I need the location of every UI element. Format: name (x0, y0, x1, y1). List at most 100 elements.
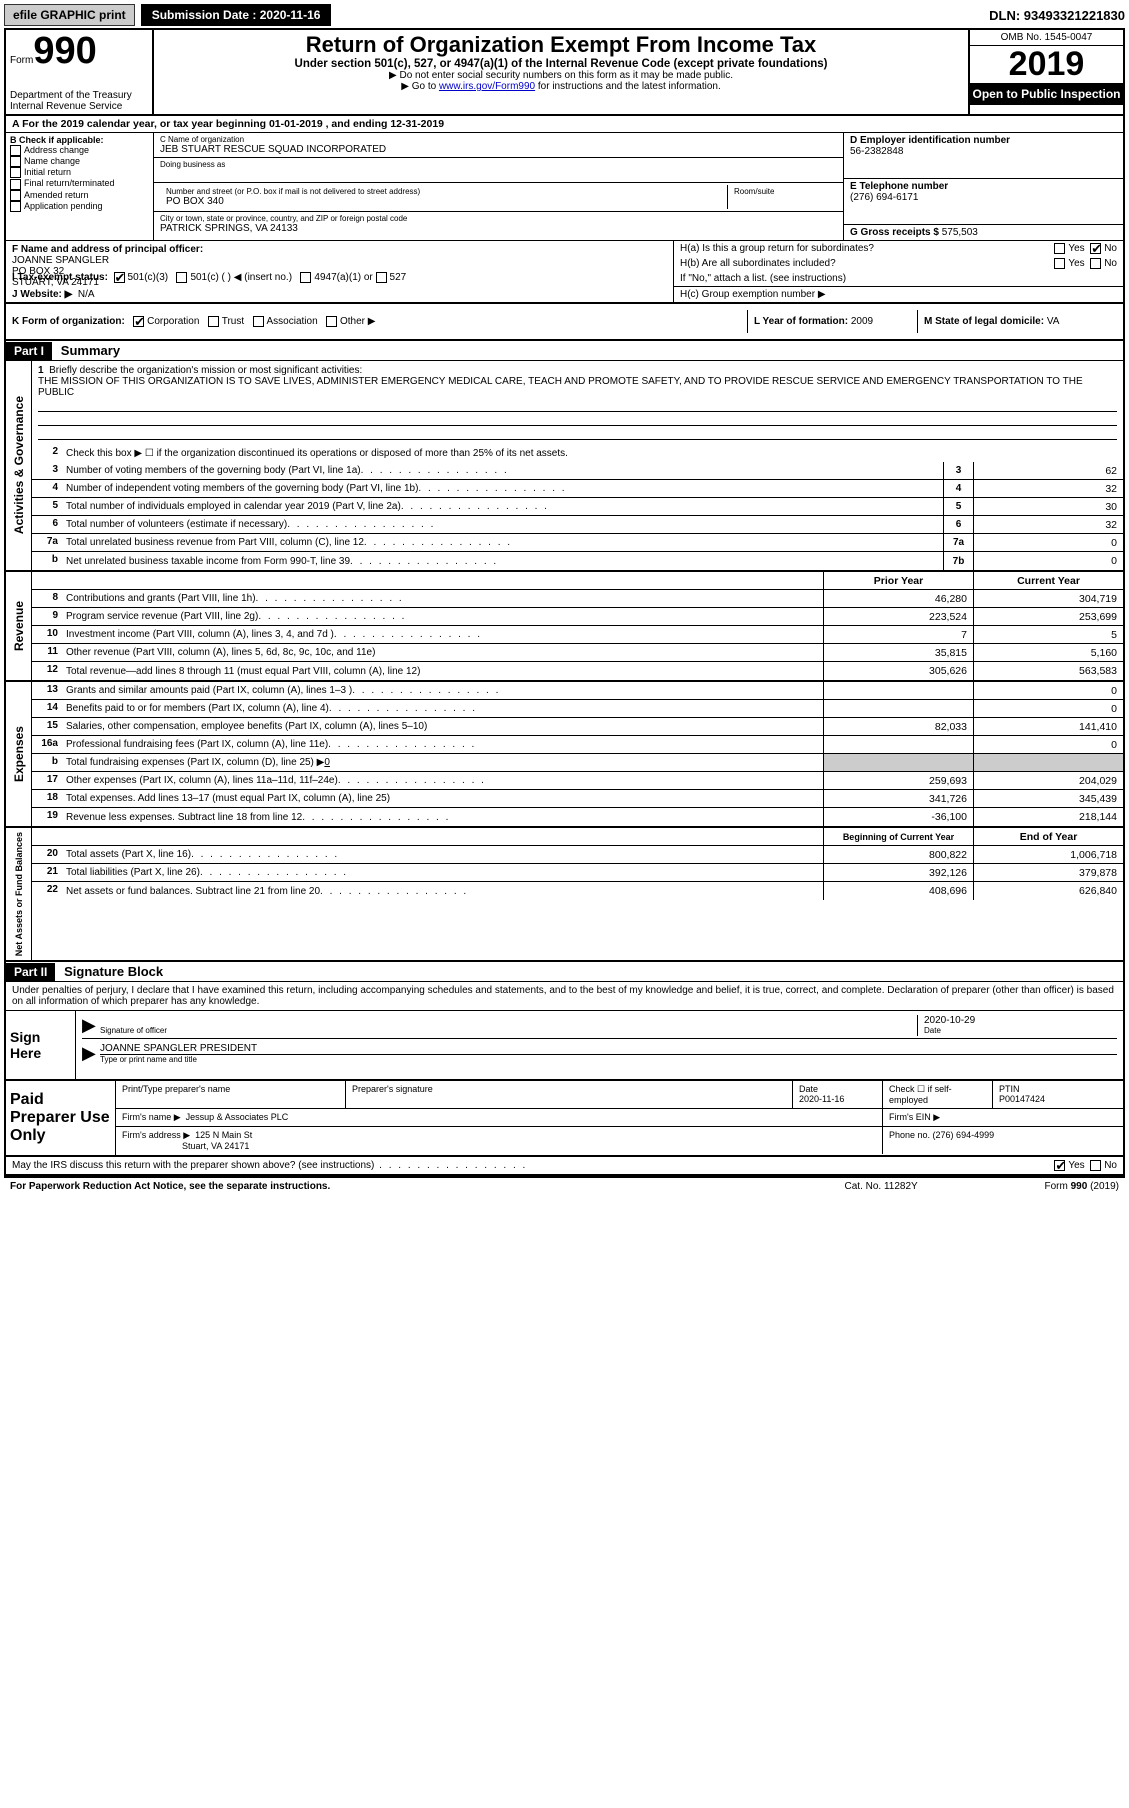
submission-date-button[interactable]: Submission Date : 2020-11-16 (141, 4, 332, 26)
instr-goto-b: for instructions and the latest informat… (535, 81, 721, 92)
e13p (823, 682, 973, 699)
cb-app-pending[interactable] (10, 201, 21, 212)
cb-4947[interactable] (300, 272, 311, 283)
subdate-value: 2020-11-16 (260, 8, 321, 22)
row-a-period: A For the 2019 calendar year, or tax yea… (6, 116, 1123, 133)
name-title-label: Type or print name and title (100, 1054, 1117, 1064)
e17p: 259,693 (823, 772, 973, 789)
part1-title: Summary (55, 341, 126, 360)
part2-title: Signature Block (58, 962, 169, 981)
cb-other[interactable] (326, 316, 337, 327)
l21: Total liabilities (Part X, line 26) (62, 864, 823, 881)
d-label: D Employer identification number (850, 135, 1117, 146)
r11c: 5,160 (973, 644, 1123, 661)
r11p: 35,815 (823, 644, 973, 661)
r10c: 5 (973, 626, 1123, 643)
cb-527[interactable] (376, 272, 387, 283)
cb-initial-return[interactable] (10, 167, 21, 178)
paid-preparer-label: Paid Preparer Use Only (6, 1081, 116, 1155)
form-number: 990 (33, 30, 96, 72)
firm-addr2: Stuart, VA 24171 (182, 1141, 249, 1151)
year-formation: 2009 (851, 316, 873, 327)
e18p: 341,726 (823, 790, 973, 807)
form-word: Form (10, 55, 33, 66)
f-label: F Name and address of principal officer: (12, 244, 667, 255)
l11: Other revenue (Part VIII, column (A), li… (62, 644, 823, 661)
prep-h2: Preparer's signature (346, 1081, 793, 1108)
cy-hdr: Current Year (973, 572, 1123, 589)
bcy-hdr: Beginning of Current Year (823, 828, 973, 845)
subdate-label: Submission Date : (152, 8, 260, 22)
efile-print-button[interactable]: efile GRAPHIC print (4, 4, 135, 26)
firm-name: Jessup & Associates PLC (186, 1112, 289, 1122)
e14c: 0 (973, 700, 1123, 717)
k-o4: Other ▶ (340, 316, 375, 327)
mission: THE MISSION OF THIS ORGANIZATION IS TO S… (38, 376, 1083, 398)
instr-goto-a: ▶ Go to (401, 81, 439, 92)
cb-amended[interactable] (10, 190, 21, 201)
ha-yes: Yes (1068, 243, 1084, 254)
cb-ha-no[interactable] (1090, 243, 1101, 254)
city: PATRICK SPRINGS, VA 24133 (160, 223, 837, 234)
l4: Number of independent voting members of … (62, 480, 943, 497)
i-o3: 4947(a)(1) or (314, 272, 372, 283)
k-label: K Form of organization: (12, 316, 125, 327)
r12p: 305,626 (823, 662, 973, 680)
n22e: 626,840 (973, 882, 1123, 900)
part2-tag: Part II (6, 963, 55, 981)
officer-name: JOANNE SPANGLER (12, 255, 667, 266)
ha-no: No (1104, 243, 1117, 254)
street-label: Number and street (or P.O. box if mail i… (166, 187, 721, 196)
e13c: 0 (973, 682, 1123, 699)
cb-address-change[interactable] (10, 145, 21, 156)
cb-name-change[interactable] (10, 156, 21, 167)
phone: (276) 694-6171 (850, 192, 1117, 203)
r8c: 304,719 (973, 590, 1123, 607)
firm-phone: (276) 694-4999 (933, 1130, 995, 1140)
l9: Program service revenue (Part VIII, line… (62, 608, 823, 625)
website: N/A (78, 289, 95, 300)
cb-501c3[interactable] (114, 272, 125, 283)
v5: 30 (973, 498, 1123, 515)
cb-hb-yes[interactable] (1054, 258, 1065, 269)
e16bp-grey (823, 754, 973, 771)
l6: Total number of volunteers (estimate if … (62, 516, 943, 533)
l16b: Total fundraising expenses (Part IX, col… (66, 757, 324, 768)
e19p: -36,100 (823, 808, 973, 826)
e16p (823, 736, 973, 753)
l16a: Professional fundraising fees (Part IX, … (62, 736, 823, 753)
l16bv: 0 (324, 757, 330, 768)
discuss-label: May the IRS discuss this return with the… (12, 1160, 1054, 1171)
l19: Revenue less expenses. Subtract line 18 … (62, 808, 823, 826)
cb-assoc[interactable] (253, 316, 264, 327)
cb-hb-no[interactable] (1090, 258, 1101, 269)
v3: 62 (973, 462, 1123, 479)
l3: Number of voting members of the governin… (62, 462, 943, 479)
hb-yes: Yes (1068, 258, 1084, 269)
cb-discuss-yes[interactable] (1054, 1160, 1065, 1171)
l10: Investment income (Part VIII, column (A)… (62, 626, 823, 643)
l5: Total number of individuals employed in … (62, 498, 943, 515)
e16bc-grey (973, 754, 1123, 771)
n20e: 1,006,718 (973, 846, 1123, 863)
e17c: 204,029 (973, 772, 1123, 789)
side-ag: Activities & Governance (10, 392, 28, 538)
sig-intro: Under penalties of perjury, I declare th… (6, 982, 1123, 1011)
r8p: 46,280 (823, 590, 973, 607)
cb-ha-yes[interactable] (1054, 243, 1065, 254)
cb-corp[interactable] (133, 316, 144, 327)
e15c: 141,410 (973, 718, 1123, 735)
dept-line1: Department of the Treasury (10, 90, 148, 101)
b-opt-0: Address change (24, 145, 89, 155)
prep-h3: Date (799, 1084, 818, 1094)
sign-here-label: Sign Here (6, 1011, 76, 1079)
cb-discuss-no[interactable] (1090, 1160, 1101, 1171)
r9p: 223,524 (823, 608, 973, 625)
form990-link[interactable]: www.irs.gov/Form990 (439, 81, 535, 92)
cb-501c[interactable] (176, 272, 187, 283)
cb-trust[interactable] (208, 316, 219, 327)
l20: Total assets (Part X, line 16) (62, 846, 823, 863)
cb-final-return[interactable] (10, 179, 21, 190)
ein-label: Firm's EIN ▶ (883, 1109, 1123, 1126)
prep-h4: Check ☐ if self-employed (883, 1081, 993, 1108)
